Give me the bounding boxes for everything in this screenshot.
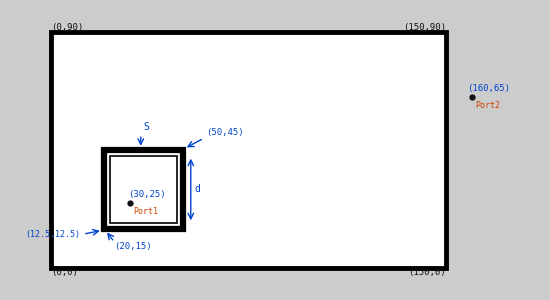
Text: (160,65): (160,65)	[467, 84, 510, 93]
Bar	[51, 32, 446, 268]
Text: (0,90): (0,90)	[51, 22, 84, 32]
Text: (20,15): (20,15)	[114, 242, 152, 251]
Text: (50,45): (50,45)	[207, 128, 244, 137]
Text: d: d	[195, 184, 201, 194]
Text: (0,0): (0,0)	[51, 268, 78, 278]
Text: (150,90): (150,90)	[403, 22, 446, 32]
Text: (12.5,12.5): (12.5,12.5)	[25, 230, 80, 239]
Text: Port1: Port1	[133, 207, 158, 216]
Text: (150,0): (150,0)	[409, 268, 446, 278]
Text: S: S	[144, 122, 149, 132]
Text: Port2: Port2	[475, 101, 500, 110]
Bar	[104, 150, 183, 229]
Text: (30,25): (30,25)	[128, 190, 165, 199]
Bar	[110, 156, 177, 223]
